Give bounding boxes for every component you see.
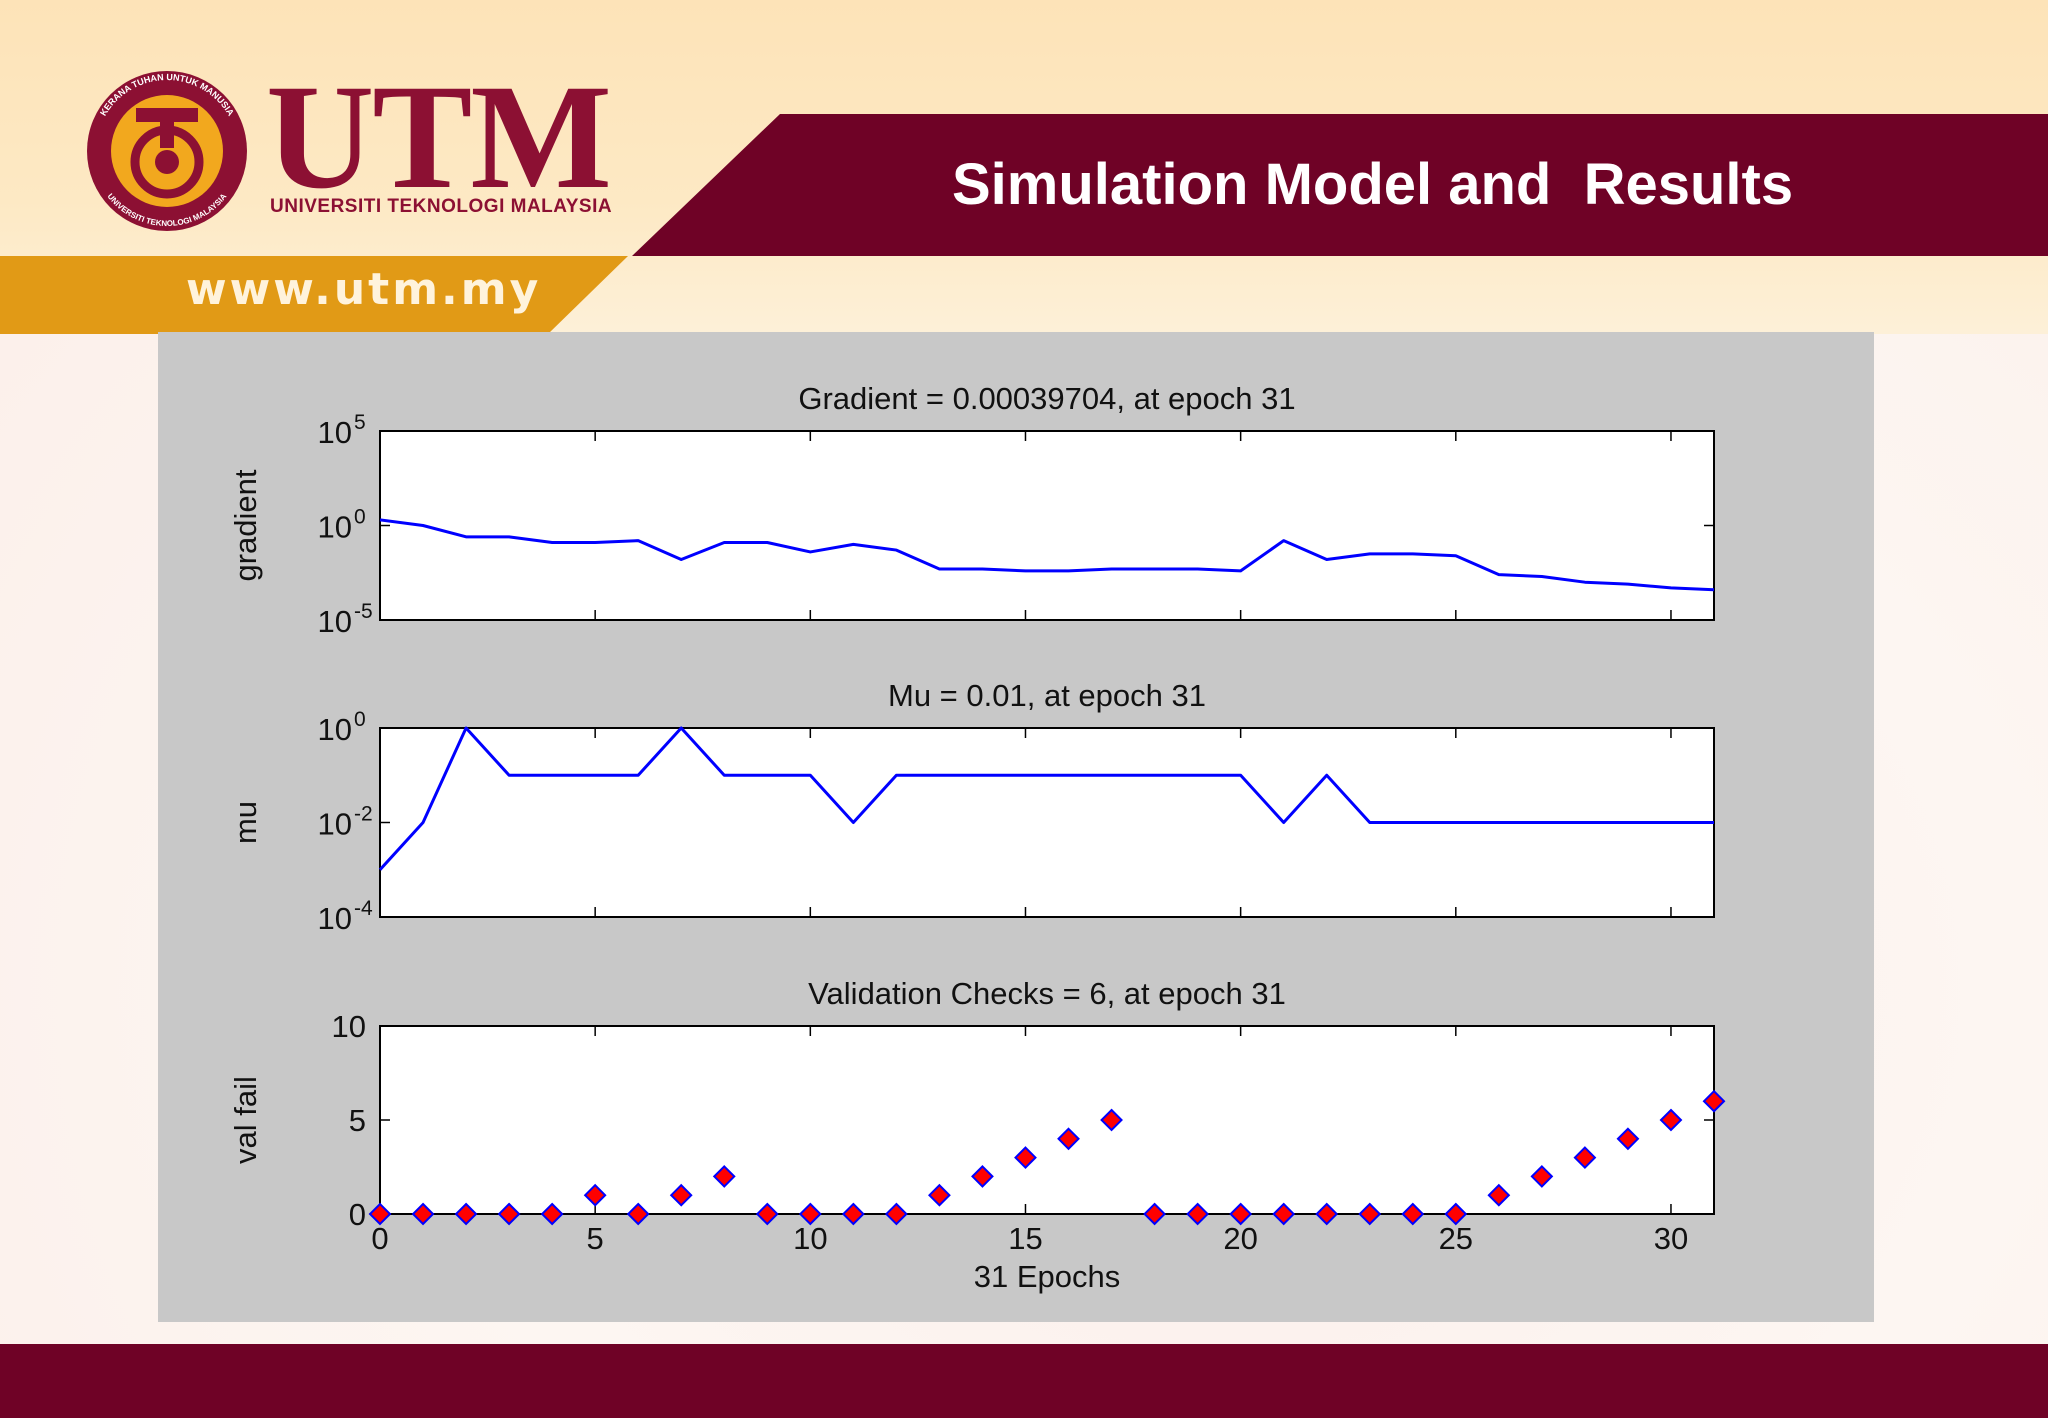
data-point [497,1202,521,1226]
y-axis-label: val fail [228,1076,263,1164]
data-point [884,1202,908,1226]
plot-area [379,1025,1715,1215]
data-point [1616,1127,1640,1151]
slide-title: Simulation Model and Results [952,152,1794,217]
plot-3: Validation Checks = 6, at epoch 31 val fa… [228,976,1726,1294]
y-tick-exponent: -5 [354,600,373,623]
x-tick-label: 30 [1654,1221,1688,1256]
data-point [928,1183,951,1207]
data-point [1444,1202,1468,1226]
data-point [1014,1146,1037,1170]
data-point [1659,1108,1683,1132]
title-banner [632,114,2048,256]
data-point [1315,1202,1339,1226]
y-tick-exponent: 0 [354,506,366,529]
series-line [378,726,1714,871]
plot-title: Mu = 0.01, at epoch 31 [888,678,1206,713]
x-tick-label: 0 [371,1221,388,1256]
y-tick-label: 10 [318,712,352,747]
data-point [626,1202,650,1226]
utm-wordmark: UTM [266,54,612,220]
utm-subtitle: UNIVERSITI TEKNOLOGI MALAYSIA [270,196,613,217]
y-tick-exponent: -4 [354,897,373,920]
data-point [1143,1202,1166,1226]
y-tick-exponent: 0 [354,708,366,731]
x-tick-label: 15 [1008,1221,1042,1256]
x-tick-label: 20 [1223,1221,1257,1256]
y-tick-exponent: 5 [354,411,366,434]
y-tick-label: 10 [318,807,352,842]
data-point [712,1164,736,1188]
data-point [841,1202,865,1226]
plot-1: Gradient = 0.00039704, at epoch 31 gradie… [228,381,1715,639]
data-point [1057,1127,1080,1151]
data-point [755,1202,779,1226]
website-url[interactable]: www.utm.my [186,264,542,315]
y-tick-exponent: -2 [354,803,373,826]
data-point [454,1202,478,1226]
seal-emblem-dot [155,150,179,174]
y-tick-label: 10 [318,901,352,936]
data-point [669,1183,693,1207]
y-axis-label: mu [228,801,263,844]
utm-seal-logo: KERANA TUHAN UNTUK MANUSIA UNIVERSITI TE… [87,71,247,231]
y-tick-label: 0 [349,1197,366,1232]
x-axis-label: 31 Epochs [974,1259,1121,1294]
y-axis-label: gradient [228,469,263,581]
y-tick-label: 10 [318,604,352,639]
figure-panel: Gradient = 0.00039704, at epoch 31 gradie… [158,332,1874,1322]
data-point [411,1202,435,1226]
x-tick-label: 25 [1439,1221,1473,1256]
data-point [1186,1202,1210,1226]
data-point [1573,1146,1597,1170]
x-tick-label: 10 [793,1221,827,1256]
data-point [368,1202,392,1226]
series-line [379,518,1715,592]
data-point [1401,1202,1425,1226]
y-tick-label: 10 [332,1009,366,1044]
training-plots: Gradient = 0.00039704, at epoch 31 gradie… [228,381,1726,1294]
x-tick-label: 5 [587,1221,604,1256]
plot-title: Validation Checks = 6, at epoch 31 [808,976,1286,1011]
data-point [540,1202,564,1226]
plot-title: Gradient = 0.00039704, at epoch 31 [798,381,1295,416]
data-point [798,1202,822,1226]
header-decoration [0,114,2048,334]
y-tick-label: 10 [318,510,352,545]
data-point [1358,1202,1382,1226]
data-point [583,1183,607,1207]
footer-band [0,1344,2048,1418]
data-point [1272,1202,1296,1226]
data-point [1487,1183,1511,1207]
data-point [1229,1202,1253,1226]
data-point [971,1164,994,1188]
y-tick-label: 5 [349,1103,366,1138]
url-strip [0,256,628,334]
y-tick-label: 10 [318,415,352,450]
data-point [1530,1164,1554,1188]
data-point [1100,1108,1123,1132]
data-point [1702,1089,1726,1113]
plot-area [379,430,1715,621]
seal-emblem-stem [160,114,174,148]
